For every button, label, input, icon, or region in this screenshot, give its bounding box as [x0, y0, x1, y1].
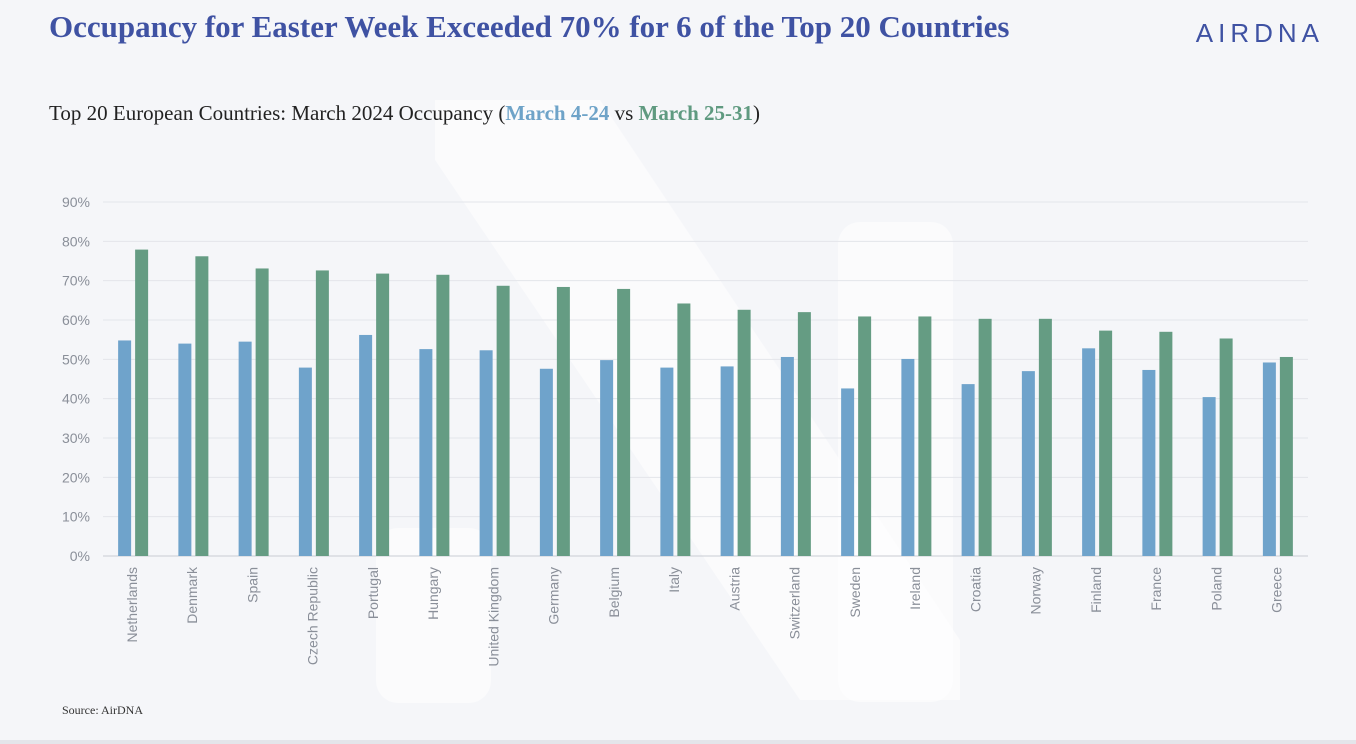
bar: [436, 274, 450, 556]
bar: [419, 349, 433, 556]
bar: [539, 368, 553, 556]
bar: [556, 286, 570, 556]
bar: [797, 312, 811, 556]
bar: [600, 360, 614, 556]
bar: [677, 303, 691, 556]
x-tick-label: Norway: [1028, 567, 1044, 614]
bar: [901, 358, 915, 556]
bar: [1279, 356, 1293, 556]
bar: [1021, 371, 1035, 556]
bar: [479, 350, 493, 556]
bar: [978, 318, 992, 556]
y-tick-label: 30%: [62, 430, 90, 446]
bar: [841, 388, 855, 556]
x-tick-label: France: [1148, 567, 1164, 611]
x-tick-label: Germany: [546, 567, 562, 625]
x-tick-label: Spain: [244, 567, 260, 603]
bar: [298, 367, 312, 556]
bar: [1142, 369, 1156, 556]
y-tick-label: 10%: [62, 509, 90, 525]
y-tick-label: 60%: [62, 312, 90, 328]
x-tick-label: Hungary: [425, 567, 441, 620]
bar: [1159, 331, 1173, 556]
bar: [780, 356, 794, 556]
bar: [918, 316, 932, 556]
bar: [238, 341, 252, 556]
bar: [961, 384, 975, 556]
bar: [1082, 348, 1096, 556]
airdna-logo: AIRDNA: [1195, 18, 1324, 48]
x-tick-label: Belgium: [606, 567, 622, 618]
bar: [660, 367, 674, 556]
subtitle-series1: March 4-24: [505, 101, 610, 125]
bottom-divider: [0, 740, 1356, 744]
bar: [255, 268, 269, 556]
x-tick-label: Italy: [666, 567, 682, 593]
y-tick-label: 90%: [62, 194, 90, 210]
chart-subtitle: Top 20 European Countries: March 2024 Oc…: [49, 101, 760, 126]
y-tick-label: 50%: [62, 351, 90, 367]
source-note: Source: AirDNA: [62, 703, 143, 717]
x-tick-label: Portugal: [365, 567, 381, 619]
bar: [720, 366, 734, 556]
bar: [1219, 338, 1233, 556]
x-tick-label: Croatia: [967, 567, 983, 612]
y-tick-label: 0%: [70, 548, 90, 564]
y-tick-label: 80%: [62, 233, 90, 249]
x-tick-label: Ireland: [907, 567, 923, 610]
subtitle-vs: vs: [609, 101, 639, 125]
y-tick-label: 40%: [62, 391, 90, 407]
bar: [1262, 362, 1276, 556]
x-tick-label: Sweden: [847, 567, 863, 618]
subtitle-suffix: ): [753, 101, 761, 125]
bar: [315, 270, 329, 556]
x-tick-label: Poland: [1208, 567, 1224, 611]
subtitle-series2: March 25-31: [638, 101, 754, 125]
subtitle-prefix: Top 20 European Countries: March 2024 Oc…: [49, 101, 506, 125]
chart-title: Occupancy for Easter Week Exceeded 70% f…: [49, 9, 1010, 44]
x-tick-label: Denmark: [184, 566, 200, 624]
bar: [1202, 397, 1216, 556]
bar: [359, 334, 373, 556]
y-tick-label: 20%: [62, 469, 90, 485]
bar: [1099, 330, 1113, 556]
bar: [496, 285, 510, 556]
bar: [376, 273, 390, 556]
bar: [1038, 318, 1052, 556]
bar: [617, 288, 631, 556]
x-tick-label: Austria: [726, 567, 742, 611]
x-tick-label: Switzerland: [787, 567, 803, 639]
bar: [737, 309, 751, 556]
bar: [858, 316, 872, 556]
x-tick-label: Greece: [1269, 567, 1285, 613]
bar: [195, 256, 209, 556]
x-tick-label: Czech Republic: [305, 567, 321, 665]
bar: [118, 340, 132, 556]
x-tick-label: Netherlands: [124, 567, 140, 643]
bar: [178, 343, 192, 556]
bar: [135, 249, 149, 557]
y-tick-label: 70%: [62, 273, 90, 289]
x-tick-label: Finland: [1088, 567, 1104, 613]
x-tick-label: United Kingdom: [485, 567, 501, 667]
